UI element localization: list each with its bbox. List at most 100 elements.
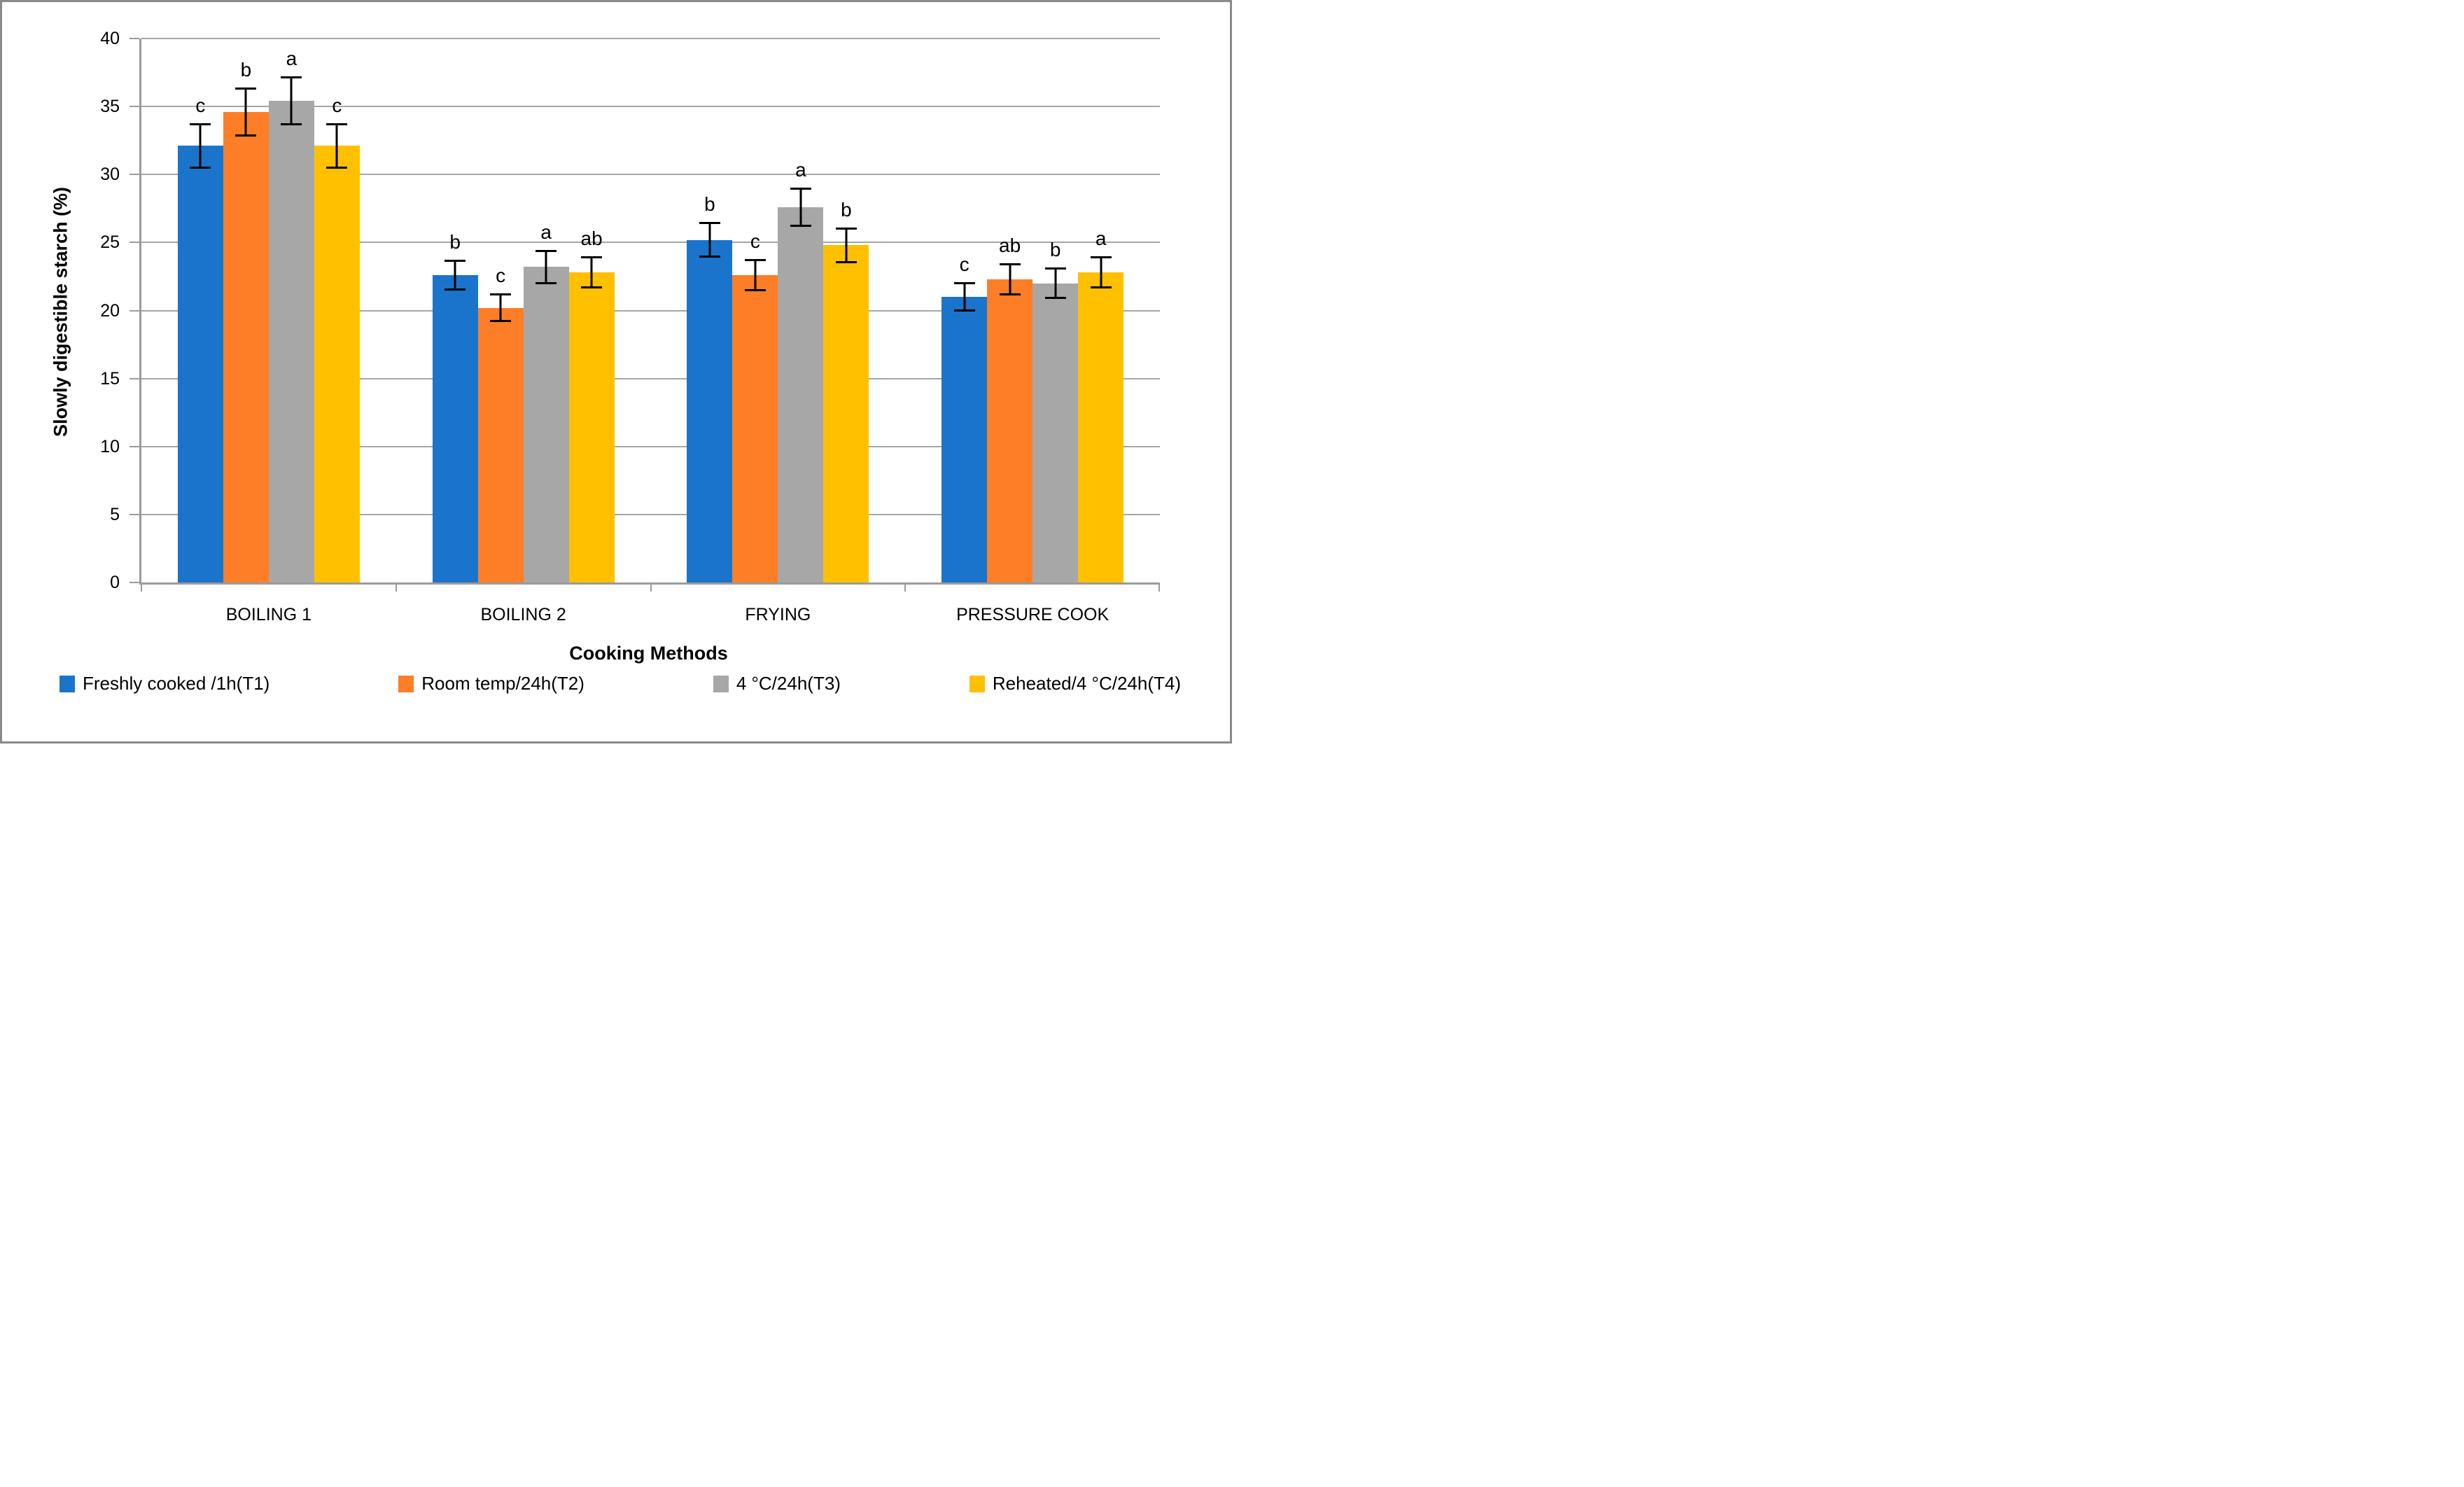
gridline <box>141 513 1160 515</box>
sig-letter: c <box>496 265 506 287</box>
gridline <box>141 377 1160 379</box>
legend-item: 4 °C/24h(T3) <box>713 673 841 694</box>
error-bar <box>799 188 802 227</box>
error-bar-cap-top <box>235 87 257 90</box>
error-bar-cap-top <box>953 281 975 284</box>
error-bar-cap-top <box>326 123 348 126</box>
x-tick <box>1158 582 1160 592</box>
error-bar-cap-bottom <box>1044 297 1066 300</box>
y-tick-label: 10 <box>100 436 120 456</box>
sig-letter: c <box>959 253 969 275</box>
error-bar-cap-bottom <box>999 293 1021 296</box>
y-tick <box>130 445 139 447</box>
error-bar-cap-top <box>190 123 211 126</box>
sig-letter: a <box>540 221 552 244</box>
sig-letter: ab <box>580 227 603 249</box>
bar: a <box>778 160 824 582</box>
legend-label: Freshly cooked /1h(T1) <box>83 673 270 694</box>
error-bar-cap-top <box>490 293 512 296</box>
error-bar <box>545 251 547 284</box>
sig-letter: b <box>449 230 461 253</box>
sig-letter: a <box>286 48 298 70</box>
category-label: FRYING <box>745 605 811 624</box>
gridline <box>141 309 1160 312</box>
error-bar-cap-top <box>835 227 857 230</box>
gridline <box>141 242 1160 244</box>
error-bar-cap-top <box>744 258 766 261</box>
y-tick <box>130 242 139 244</box>
gridline <box>141 106 1160 108</box>
bar-group: c ab b a <box>941 39 1124 582</box>
x-tick <box>904 582 906 592</box>
chart-figure: Slowly digestible starch (%) 0 5 10 15 20 25 3… <box>0 0 1232 744</box>
error-bar-cap-bottom <box>953 309 975 312</box>
error-bar-cap-top <box>999 263 1021 265</box>
error-bar <box>963 282 966 312</box>
x-tick <box>395 582 397 592</box>
error-bar <box>454 260 456 291</box>
bar: c <box>314 96 360 582</box>
x-tick <box>650 582 652 592</box>
y-tick-label: 15 <box>100 368 120 389</box>
bar: c <box>177 96 223 582</box>
error-bar <box>590 256 593 288</box>
sig-letter: ab <box>999 234 1021 256</box>
bar: ab <box>568 228 615 582</box>
bar: a <box>523 223 569 582</box>
error-bar-cap-bottom <box>835 260 857 263</box>
y-tick <box>130 582 139 583</box>
y-tick <box>130 106 139 108</box>
legend-item: Freshly cooked /1h(T1) <box>59 673 270 694</box>
error-bar-cap-top <box>581 256 603 258</box>
sig-letter: c <box>750 230 760 252</box>
category-label: BOILING 1 <box>225 605 312 624</box>
legend-item: Reheated/4 °C/24h(T4) <box>969 673 1181 694</box>
y-tick <box>130 513 139 515</box>
error-bar <box>1100 256 1102 288</box>
error-bar <box>1009 263 1011 295</box>
bar: c <box>732 231 778 582</box>
y-axis-tick-labels: 0 5 10 15 20 25 30 35 40 <box>2 30 120 592</box>
bar: a <box>268 49 314 582</box>
bar-group: b c a b <box>687 39 869 582</box>
error-bar <box>199 124 202 168</box>
sig-letter: c <box>195 95 206 117</box>
error-bar <box>244 88 247 136</box>
sig-letter: a <box>795 158 806 181</box>
gridline <box>141 174 1160 176</box>
y-tick-label: 40 <box>100 29 120 48</box>
error-bar <box>290 77 293 125</box>
category-label: BOILING 2 <box>480 605 566 624</box>
error-bar-cap-top <box>281 76 302 79</box>
error-bar-cap-bottom <box>699 255 720 258</box>
y-tick-label: 0 <box>110 573 120 592</box>
error-bar-cap-bottom <box>281 123 302 126</box>
legend-label: Reheated/4 °C/24h(T4) <box>992 673 1181 694</box>
error-bar-cap-bottom <box>536 281 557 284</box>
sig-letter: b <box>841 198 852 221</box>
y-tick <box>130 38 139 39</box>
y-tick <box>130 309 139 312</box>
legend-swatch <box>969 675 985 692</box>
legend-label: Room temp/24h(T2) <box>421 673 584 694</box>
legend: Freshly cooked /1h(T1) Room temp/24h(T2) 4… <box>59 673 1181 694</box>
x-tick <box>141 582 142 592</box>
legend-swatch <box>59 675 75 692</box>
error-bar-cap-bottom <box>490 320 512 323</box>
error-bar-cap-top <box>444 259 466 262</box>
error-bar <box>708 223 711 257</box>
y-tick-label: 25 <box>100 232 120 253</box>
bar: a <box>1078 228 1124 582</box>
error-bar <box>499 294 502 322</box>
error-bar <box>335 124 338 168</box>
sig-letter: a <box>1095 227 1107 249</box>
error-bar-cap-bottom <box>190 166 211 169</box>
y-tick <box>130 377 139 379</box>
y-tick <box>130 174 139 176</box>
gridline <box>141 38 1160 39</box>
bar: b <box>1032 240 1079 582</box>
error-bar-cap-bottom <box>790 225 811 228</box>
error-bar-cap-bottom <box>235 134 257 137</box>
legend-swatch <box>713 675 729 692</box>
error-bar-cap-top <box>699 222 720 225</box>
